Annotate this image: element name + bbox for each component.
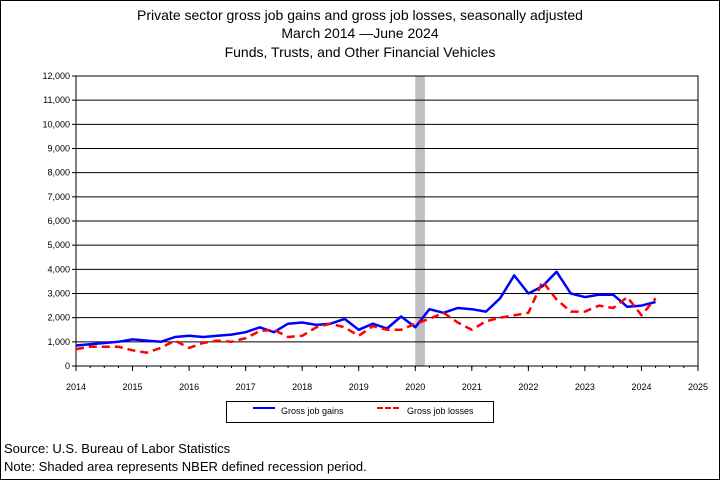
x-tick-label: 2016 xyxy=(179,382,199,392)
y-tick-label: 10,000 xyxy=(42,119,70,129)
y-tick-label: 1,000 xyxy=(47,337,70,347)
x-tick-label: 2017 xyxy=(236,382,256,392)
y-tick-label: 12,000 xyxy=(42,71,70,81)
y-tick-label: 0 xyxy=(65,361,70,371)
legend-gains-swatch xyxy=(253,407,275,409)
y-tick-label: 6,000 xyxy=(47,216,70,226)
y-tick-label: 3,000 xyxy=(47,289,70,299)
source-note: Source: U.S. Bureau of Labor Statistics xyxy=(4,441,231,456)
y-tick-label: 11,000 xyxy=(43,95,70,105)
chart-title: Private sector gross job gains and gross… xyxy=(137,7,583,23)
legend-gains-label: Gross job gains xyxy=(281,406,344,416)
chart-date-range: March 2014 —June 2024 xyxy=(281,25,439,41)
x-tick-label: 2022 xyxy=(518,382,538,392)
y-tick-label: 7,000 xyxy=(47,192,70,202)
line-chart: 0 1,000 2,000 3,000 4,000 5,000 6,000 7,000 8,00… xyxy=(42,71,708,392)
x-tick-label: 2025 xyxy=(688,382,708,392)
x-tick-label: 2014 xyxy=(66,382,86,392)
x-tick-label: 2024 xyxy=(631,382,651,392)
legend-losses-label: Gross job losses xyxy=(407,406,474,416)
legend-losses-swatch xyxy=(377,407,399,409)
x-tick-label: 2018 xyxy=(292,382,312,392)
x-tick-label: 2021 xyxy=(462,382,482,392)
x-tick-label: 2015 xyxy=(123,382,143,392)
series-line-gains xyxy=(75,270,656,347)
y-tick-label: 8,000 xyxy=(47,168,70,178)
legend: Gross job gains Gross job losses xyxy=(226,401,494,423)
chart-subtitle: Funds, Trusts, and Other Financial Vehic… xyxy=(224,44,496,60)
x-tick-label: 2019 xyxy=(349,382,369,392)
y-tick-label: 4,000 xyxy=(47,264,70,274)
plot-area xyxy=(75,75,699,367)
y-tick-label: 5,000 xyxy=(47,240,70,250)
y-tick-label: 2,000 xyxy=(47,313,70,323)
x-tick-label: 2023 xyxy=(575,382,595,392)
recession-note: Note: Shaded area represents NBER define… xyxy=(4,459,367,474)
y-tick-label: 9,000 xyxy=(47,144,70,154)
x-tick-label: 2020 xyxy=(405,382,425,392)
